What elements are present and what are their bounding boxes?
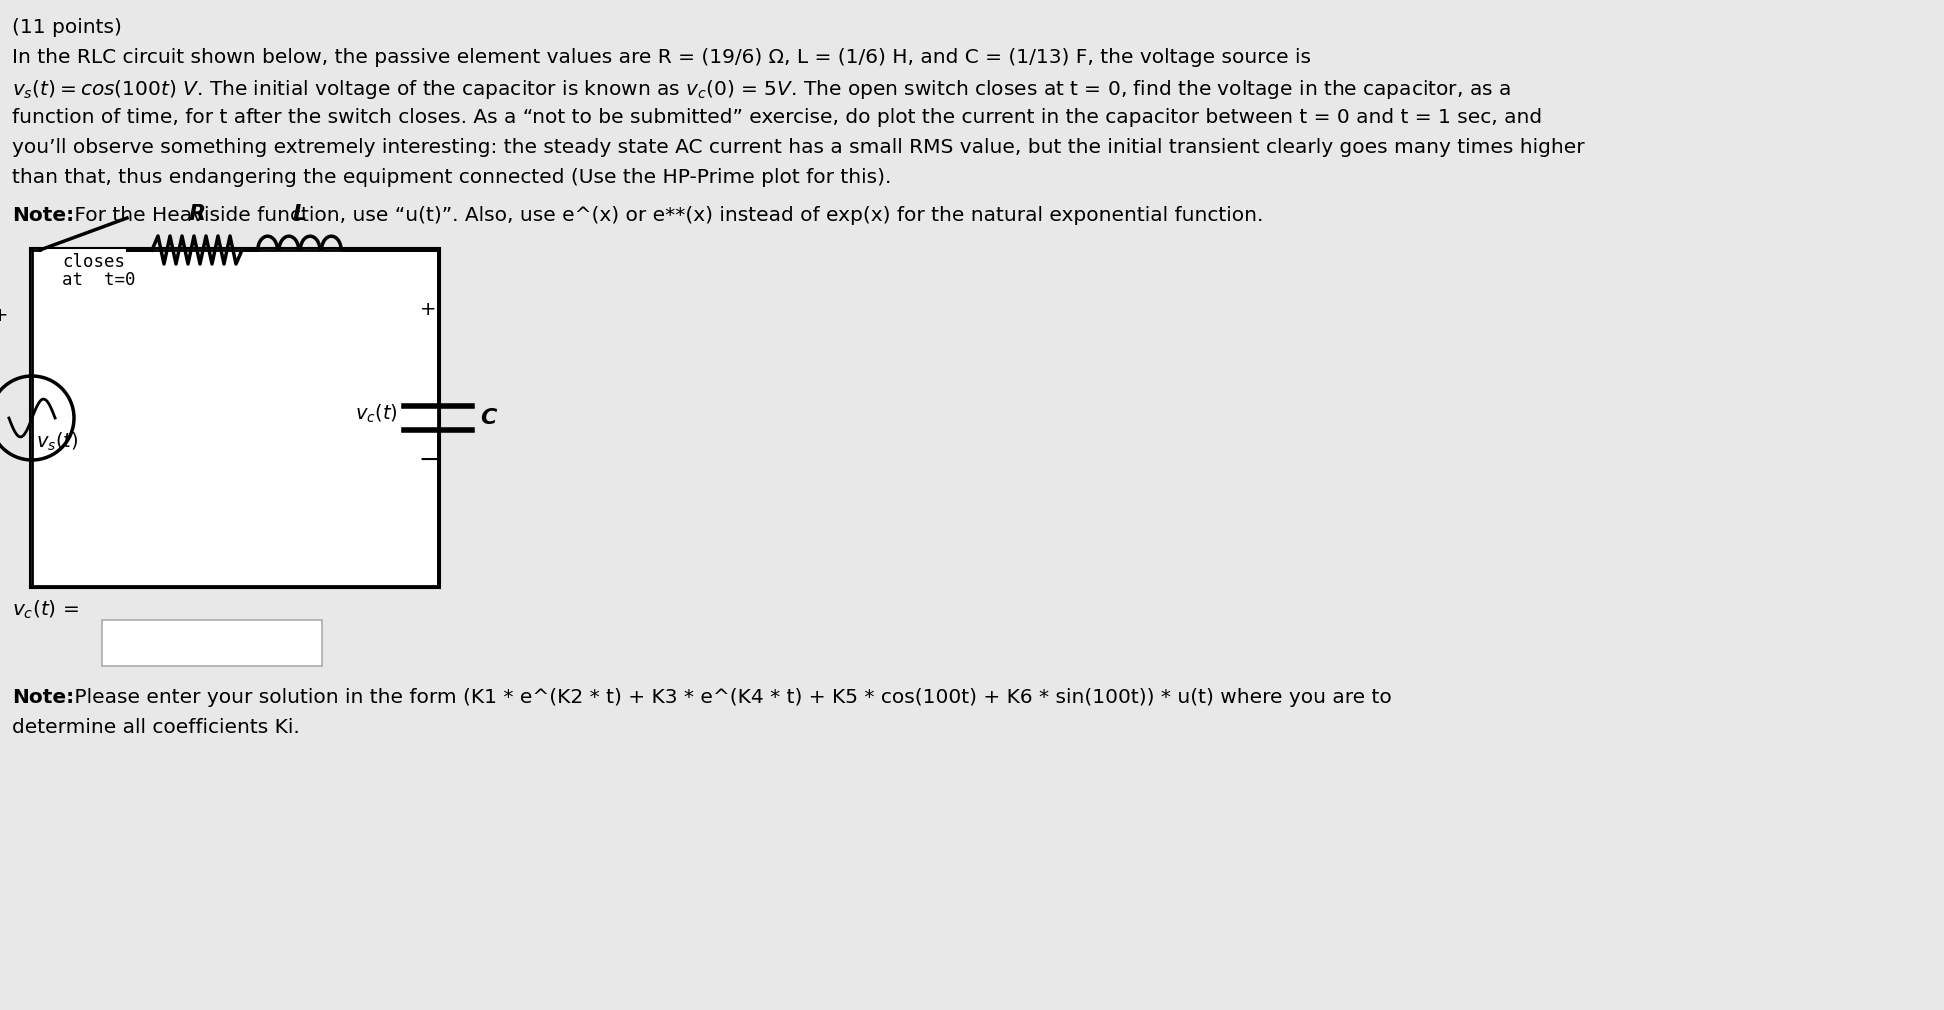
Text: Please enter your solution in the form (K1 * e^(K2 * t) + K3 * e^(K4 * t) + K5 *: Please enter your solution in the form (… bbox=[68, 688, 1392, 707]
Text: R: R bbox=[189, 204, 206, 224]
Bar bbox=[29, 248, 439, 588]
Text: closes: closes bbox=[62, 252, 124, 271]
Text: $\mathit{v_c(t)}$: $\mathit{v_c(t)}$ bbox=[356, 403, 399, 425]
Text: Note:: Note: bbox=[12, 688, 74, 707]
Text: L: L bbox=[292, 204, 307, 224]
Text: than that, thus endangering the equipment connected (Use the HP-Prime plot for t: than that, thus endangering the equipmen… bbox=[12, 168, 892, 187]
Text: −: − bbox=[418, 448, 439, 472]
Text: (11 points): (11 points) bbox=[12, 18, 122, 37]
Text: $\mathit{v_c(t)}$ =: $\mathit{v_c(t)}$ = bbox=[12, 599, 80, 621]
Text: determine all coefficients Ki.: determine all coefficients Ki. bbox=[12, 718, 299, 737]
Text: function of time, for t after the switch closes. As a “not to be submitted” exer: function of time, for t after the switch… bbox=[12, 108, 1542, 127]
Bar bbox=[101, 620, 323, 666]
Text: +: + bbox=[420, 300, 437, 319]
Text: C: C bbox=[480, 408, 496, 428]
Text: $\it{v_s(t) = cos(100t)\ V}$. The initial voltage of the capacitor is known as $: $\it{v_s(t) = cos(100t)\ V}$. The initia… bbox=[12, 78, 1510, 101]
Text: you’ll observe something extremely interesting: the steady state AC current has : you’ll observe something extremely inter… bbox=[12, 138, 1584, 157]
Text: For the Heaviside function, use “u(t)”. Also, use e^(x) or e**(x) instead of exp: For the Heaviside function, use “u(t)”. … bbox=[68, 206, 1264, 225]
Text: at  t=0: at t=0 bbox=[62, 271, 136, 289]
Text: In the RLC circuit shown below, the passive element values are R = (19/6) Ω, L =: In the RLC circuit shown below, the pass… bbox=[12, 48, 1310, 67]
Text: Note:: Note: bbox=[12, 206, 74, 225]
Text: $\mathit{v_s(t)}$: $\mathit{v_s(t)}$ bbox=[37, 430, 78, 452]
Text: +: + bbox=[0, 306, 8, 325]
